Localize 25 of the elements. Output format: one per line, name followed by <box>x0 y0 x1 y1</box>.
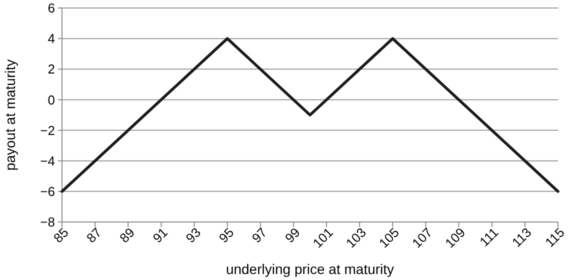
x-tick-label: 89 <box>116 224 138 246</box>
x-tick-label: 95 <box>216 224 237 246</box>
x-tick-label: 105 <box>376 224 402 251</box>
x-tick-label: 99 <box>282 224 303 246</box>
x-tick-label: 113 <box>509 224 534 250</box>
y-axis-title: payout at maturity <box>2 59 18 171</box>
x-tick-label: 109 <box>442 224 468 251</box>
x-tick-label: 93 <box>182 224 204 246</box>
x-tick-label: 115 <box>542 224 568 250</box>
y-tick-label: −2 <box>40 122 55 138</box>
x-axis-title: underlying price at maturity <box>226 261 394 277</box>
y-tick-label: 0 <box>48 92 55 108</box>
x-tick-label: 103 <box>342 224 369 251</box>
y-tick-label: −8 <box>40 214 55 230</box>
x-tick-label: 101 <box>310 224 336 251</box>
y-tick-label: −6 <box>40 184 55 199</box>
y-tick-label: 4 <box>48 31 55 46</box>
y-tick-label: 6 <box>48 0 55 16</box>
x-tick-label: 91 <box>150 224 171 246</box>
x-tick-label: 97 <box>248 224 270 246</box>
y-tick-label: −4 <box>40 153 55 168</box>
y-tick-label: 2 <box>48 62 55 77</box>
x-tick-label: 87 <box>84 224 104 246</box>
x-tick-label: 107 <box>409 224 436 251</box>
x-tick-label: 111 <box>476 224 502 250</box>
